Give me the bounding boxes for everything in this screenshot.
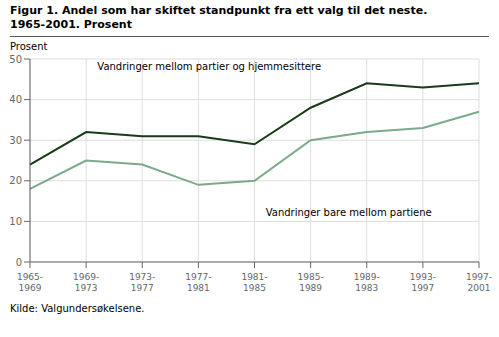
svg-text:0: 0 [16,257,22,268]
html-text:Kilde: Valgundersøkelsene.: Kilde: Valgundersøkelsene. [10,303,145,314]
svg-text:1969-1973: 1969-1973 [73,272,99,293]
html-text:1965-2001. Prosent: 1965-2001. Prosent [10,18,132,31]
html-text:Vandringer bare mellom partien: Vandringer bare mellom partiene [265,207,432,219]
svg-text:1981-1985: 1981-1985 [241,272,267,293]
svg-text:30: 30 [9,135,22,146]
svg-text:50: 50 [9,54,22,65]
svg-text:1985-1989: 1985-1989 [298,272,324,293]
svg-text:1977-1981: 1977-1981 [185,272,211,293]
svg-text:1973-1977: 1973-1977 [129,272,155,293]
svg-text:1997-2001: 1997-2001 [466,272,491,293]
html-text:Vandringer mellom partier og h: Vandringer mellom partier og hjemmesitte… [97,61,321,73]
svg-text:10: 10 [9,216,22,227]
html-text:Prosent: Prosent [10,41,48,52]
svg-text:1993-1997: 1993-1997 [410,272,436,293]
svg-text:40: 40 [9,94,22,105]
svg-text:1965-1969: 1965-1969 [17,272,43,293]
svg-text:20: 20 [9,175,22,186]
html-text:Figur 1. Andel som har skiftet: Figur 1. Andel som har skiftet standpunk… [10,4,428,17]
svg-text:1989-1983: 1989-1983 [354,272,380,293]
